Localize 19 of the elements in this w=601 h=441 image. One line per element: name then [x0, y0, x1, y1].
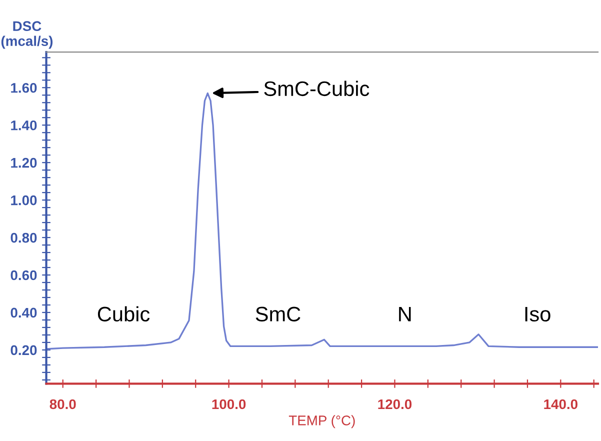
- annotation: N: [399, 306, 411, 322]
- annotation: Iso: [525, 306, 550, 322]
- x-axis-title: TEMP (°C): [288, 415, 355, 428]
- y-tick-label: 0.20: [10, 345, 37, 356]
- y-tick-label: 1.20: [11, 158, 37, 168]
- x-tick-label: 140.0: [544, 399, 578, 410]
- y-axis-title: DSC (mcal/s): [1, 21, 53, 49]
- y-tick-label: 1.60: [11, 82, 37, 93]
- y-tick-label: 1.00: [11, 195, 37, 206]
- y-tick-label: 1.40: [11, 120, 37, 130]
- x-tick-label: 80.0: [50, 399, 76, 410]
- y-tick-label: 0.60: [10, 270, 37, 280]
- y-tick-label: 0.80: [10, 232, 37, 243]
- y-tick-label: 0.40: [10, 308, 37, 318]
- x-tick-label: 100.0: [212, 399, 246, 410]
- annotation: Cubic: [98, 306, 150, 322]
- annotation: SmC: [256, 306, 300, 322]
- x-tick-label: 120.0: [378, 399, 412, 410]
- annotation: SmC-Cubic: [264, 80, 370, 96]
